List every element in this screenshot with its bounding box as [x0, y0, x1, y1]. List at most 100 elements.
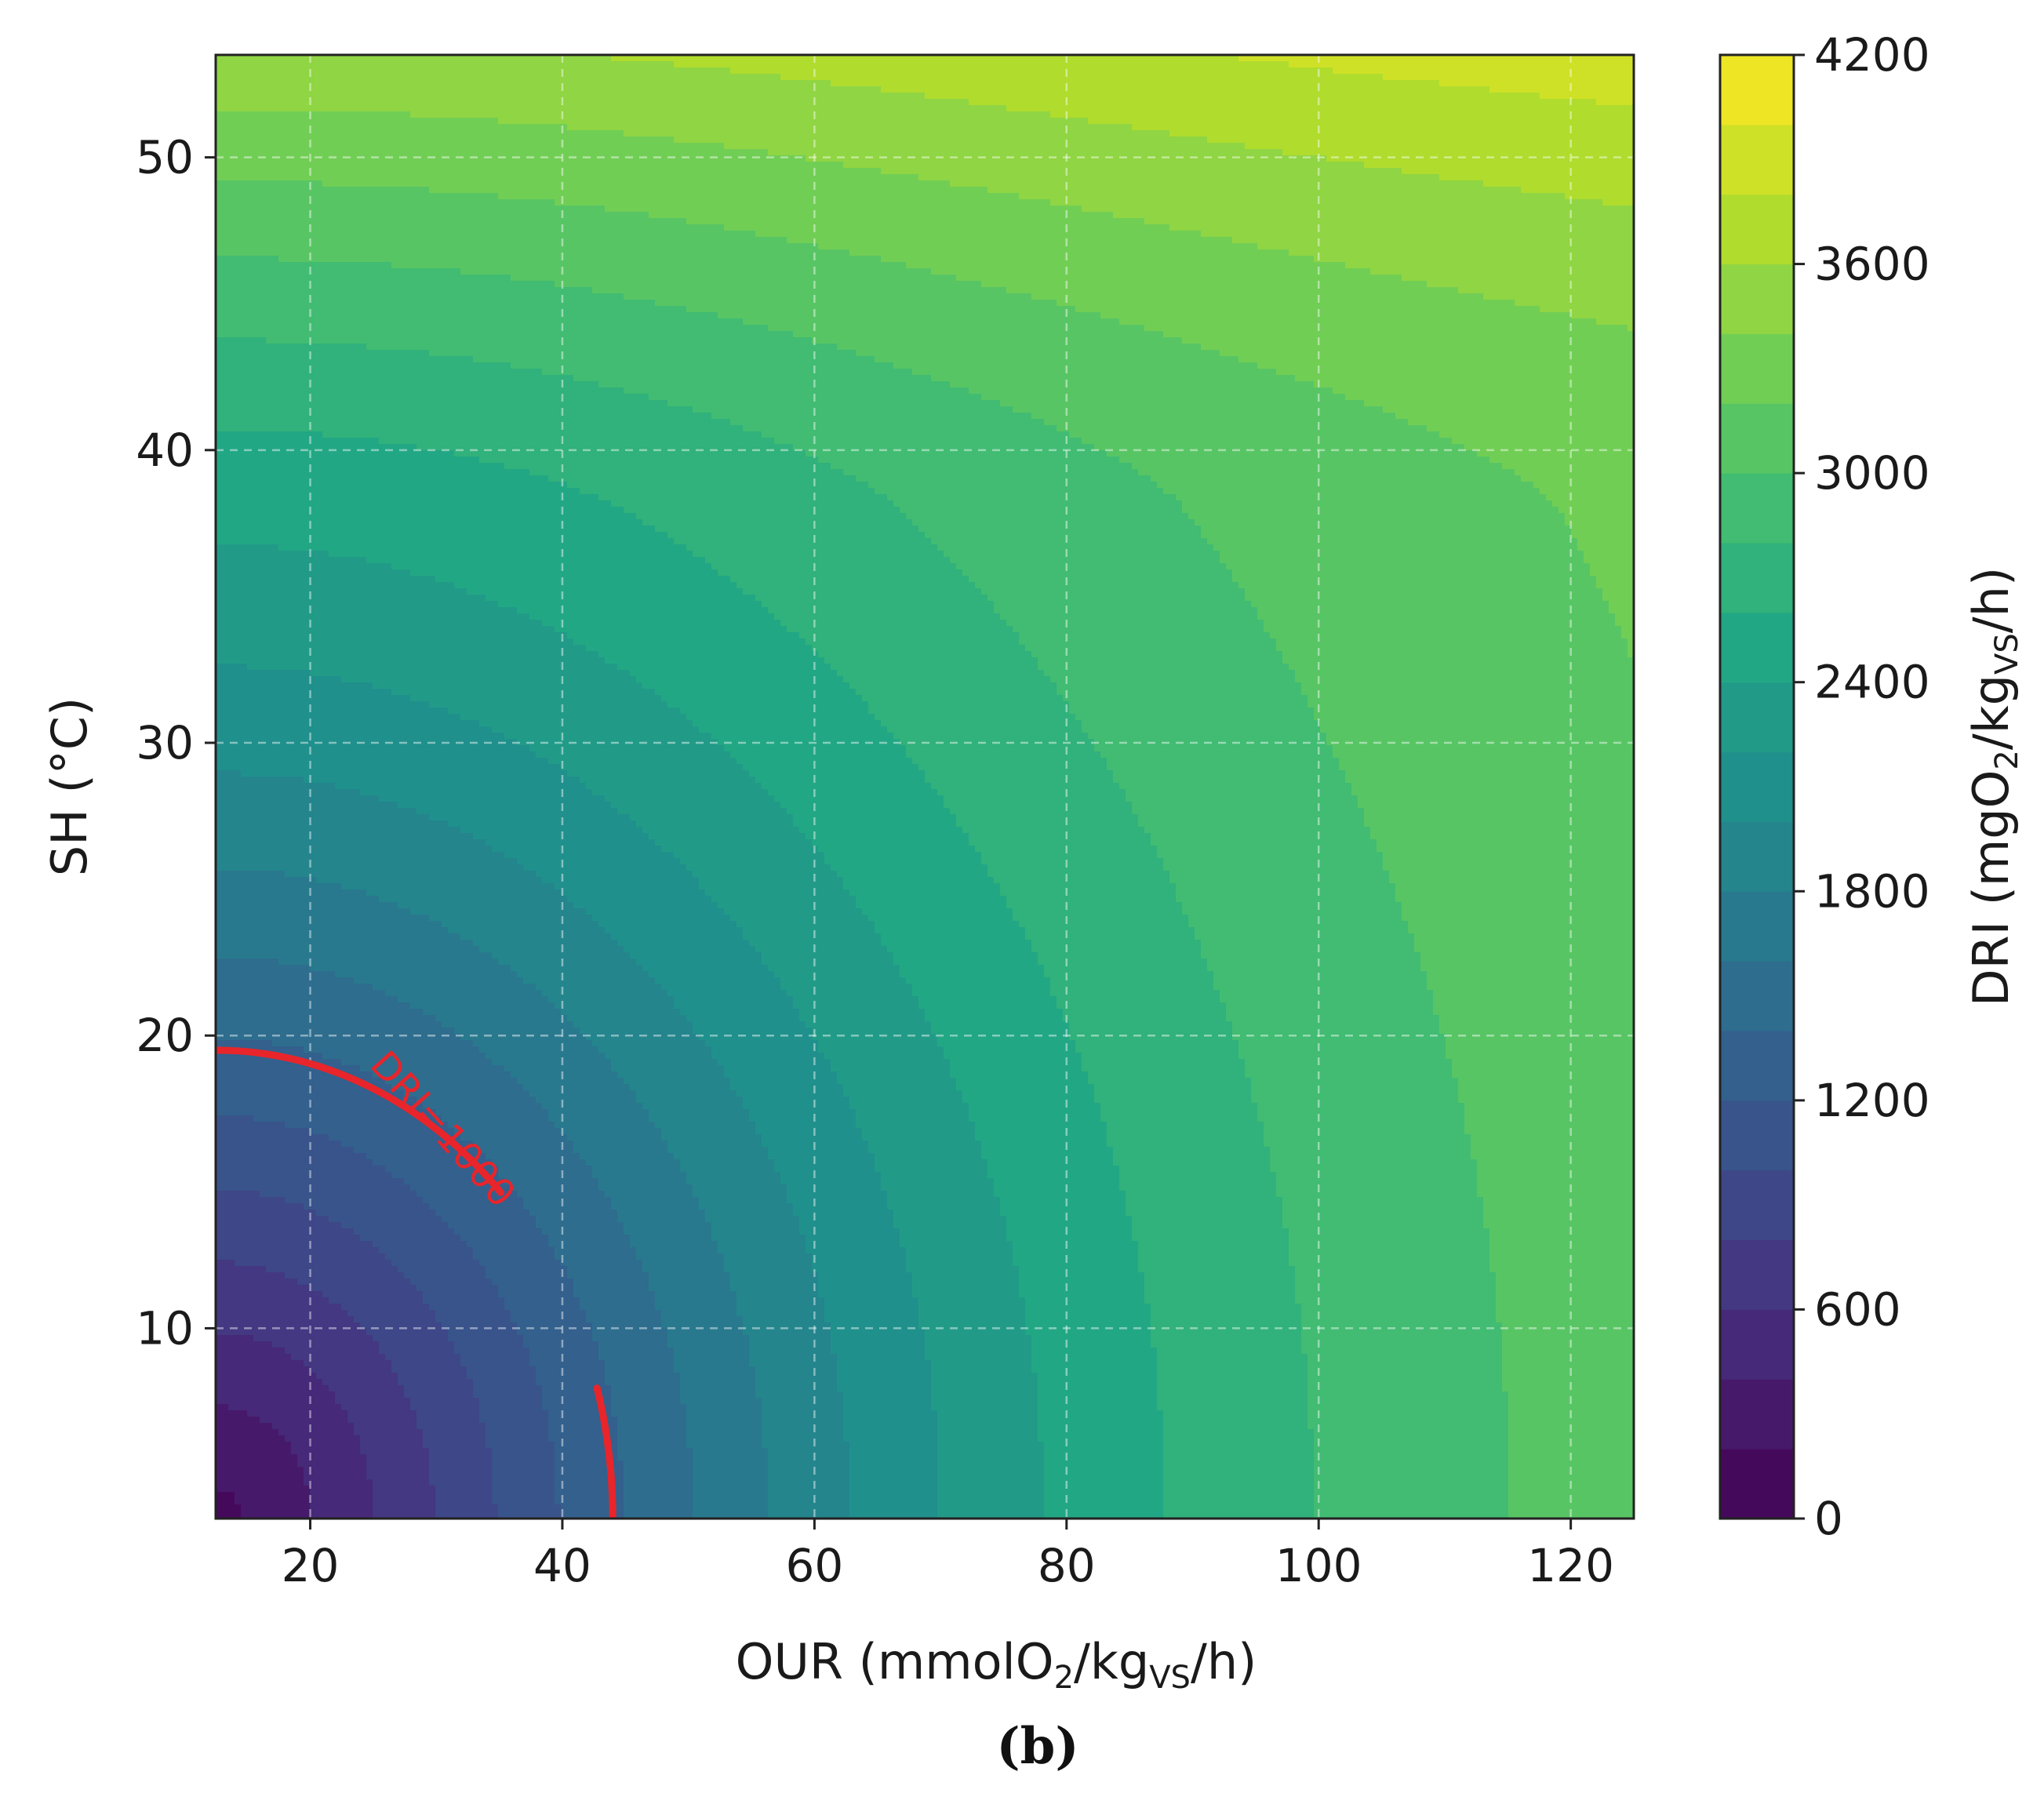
contour-cell — [617, 67, 624, 75]
contour-cell — [1019, 61, 1026, 68]
contour-cell — [1245, 67, 1252, 75]
contour-cell — [944, 61, 951, 68]
contour-cell — [1308, 61, 1315, 68]
contour-cell — [1389, 67, 1396, 75]
contour-cell — [523, 61, 530, 68]
contour-cell — [1477, 61, 1484, 68]
contour-cell — [1295, 67, 1302, 75]
contour-cell — [341, 67, 348, 75]
contour-cell — [322, 74, 329, 81]
contour-cell — [379, 67, 386, 75]
contour-cell — [1195, 67, 1202, 75]
contour-cell — [235, 67, 242, 75]
contour-cell — [555, 74, 562, 81]
contour-cell — [799, 67, 806, 75]
contour-cell — [1000, 61, 1007, 68]
contour-cell — [849, 61, 857, 68]
contour-cell — [580, 74, 587, 81]
contour-cell — [1621, 67, 1628, 75]
contour-cell — [624, 61, 631, 68]
contour-cell — [1289, 67, 1296, 75]
contour-cell — [404, 67, 411, 75]
contour-cell — [661, 61, 668, 68]
contour-cell — [1031, 67, 1038, 75]
contour-cell — [1088, 67, 1095, 75]
contour-cell — [1157, 67, 1164, 75]
contour-cell — [824, 67, 831, 75]
contour-cell — [906, 61, 913, 68]
contour-cell — [1245, 61, 1252, 68]
contour-cell — [253, 74, 260, 81]
contour-cell — [881, 61, 888, 68]
contour-cell — [1151, 61, 1158, 68]
contour-cell — [730, 74, 737, 81]
contour-cell — [1195, 61, 1202, 68]
contour-cell — [391, 74, 398, 81]
contour-cell — [831, 67, 838, 75]
contour-cell — [592, 61, 599, 68]
contour-cell — [1100, 61, 1107, 68]
contour-cell — [893, 61, 900, 68]
contour-cell — [780, 61, 787, 68]
contour-cell — [730, 61, 737, 68]
contour-cell — [774, 61, 781, 68]
contour-cell — [467, 67, 474, 75]
contour-cell — [636, 74, 643, 81]
contour-cell — [724, 74, 731, 81]
contour-cell — [649, 74, 656, 81]
contour-cell — [410, 67, 417, 75]
contour-cell — [241, 61, 248, 68]
contour-cell — [467, 74, 474, 81]
contour-cell — [454, 61, 461, 68]
contour-cell — [1508, 67, 1515, 75]
contour-cell — [749, 61, 756, 68]
contour-cell — [636, 61, 643, 68]
contour-cell — [573, 61, 580, 68]
contour-cell — [1144, 61, 1151, 68]
contour-cell — [272, 61, 279, 68]
contour-cell — [366, 67, 373, 75]
contour-cell — [1427, 61, 1434, 68]
contour-cell — [398, 67, 405, 75]
contour-cell — [435, 74, 442, 81]
contour-cell — [1427, 67, 1434, 75]
contour-cell — [297, 67, 304, 75]
contour-cell — [266, 61, 273, 68]
contour-cell — [247, 61, 254, 68]
contour-cell — [937, 67, 944, 75]
contour-cell — [404, 74, 411, 81]
contour-cell — [642, 74, 649, 81]
contour-cell — [799, 61, 806, 68]
contour-cell — [592, 74, 599, 81]
contour-cell — [567, 74, 574, 81]
contour-cell — [987, 61, 995, 68]
contour-cell — [881, 67, 888, 75]
contour-cell — [1057, 67, 1064, 75]
contour-cell — [1552, 67, 1559, 75]
contour-cell — [329, 67, 336, 75]
contour-cell — [837, 61, 844, 68]
contour-cell — [479, 61, 486, 68]
contour-cell — [1295, 61, 1302, 68]
contour-cell — [586, 67, 593, 75]
contour-cell — [222, 61, 229, 68]
contour-cell — [272, 67, 279, 75]
contour-cell — [473, 61, 480, 68]
contour-cell — [1182, 61, 1189, 68]
contour-cell — [1326, 67, 1333, 75]
contour-cell — [755, 74, 762, 81]
contour-cell — [1577, 67, 1584, 75]
contour-cell — [448, 61, 455, 68]
contour-cell — [1414, 61, 1421, 68]
contour-cell — [1094, 61, 1101, 68]
contour-cell — [975, 67, 982, 75]
contour-cell — [586, 74, 593, 81]
contour-cell — [950, 67, 957, 75]
contour-cell — [555, 67, 562, 75]
contour-cell — [843, 67, 850, 75]
contour-cell — [1339, 67, 1346, 75]
contour-cell — [373, 61, 380, 68]
contour-cell — [1395, 61, 1402, 68]
contour-cell — [260, 61, 267, 68]
contour-cell — [1057, 61, 1064, 68]
